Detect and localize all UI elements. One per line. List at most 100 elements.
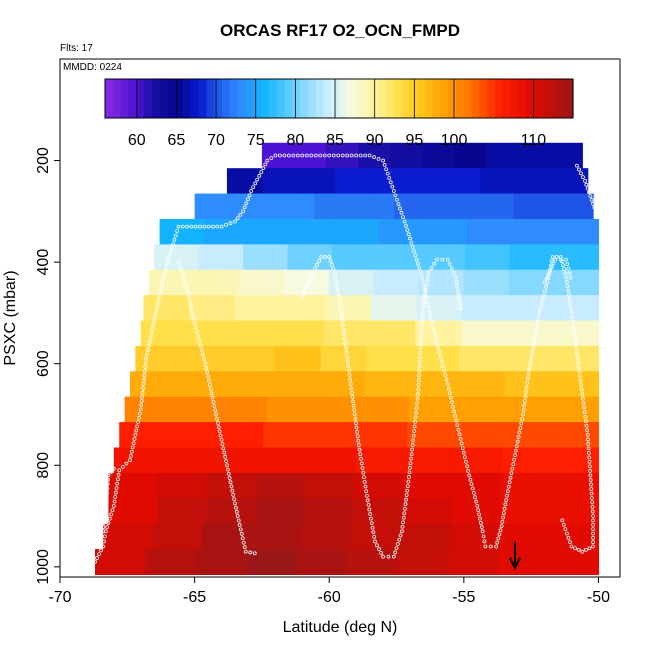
track-point (97, 552, 101, 557)
track-point (153, 314, 158, 319)
colorbar-swatch (565, 79, 574, 118)
track-point (569, 544, 574, 549)
heatmap-cell (548, 549, 600, 576)
heatmap-cell (279, 295, 327, 322)
track-point (406, 232, 411, 237)
track-point (111, 504, 116, 508)
track-point (575, 163, 579, 168)
track-point (406, 479, 411, 484)
track-point (511, 462, 516, 467)
track-point (347, 373, 352, 377)
track-point (512, 457, 517, 462)
heatmap-cell (296, 549, 348, 576)
track-point (447, 391, 452, 396)
track-point (140, 390, 145, 395)
track-point (137, 411, 142, 416)
track-point (363, 153, 368, 158)
track-point (162, 272, 167, 277)
track-point (351, 403, 356, 408)
track-point (501, 515, 505, 520)
track-point (418, 350, 423, 355)
track-point (588, 194, 593, 199)
track-point (105, 525, 110, 529)
colorbar (104, 78, 574, 119)
track-point (335, 283, 339, 288)
track-point (146, 348, 150, 353)
heatmap-cell (154, 244, 200, 271)
track-point (410, 443, 415, 447)
track-point (249, 189, 254, 193)
track-point (307, 277, 312, 281)
track-point (586, 450, 591, 455)
heatmap-cell (407, 168, 444, 195)
track-point (413, 419, 418, 424)
track-point (133, 432, 138, 437)
track-point (352, 408, 357, 413)
heatmap-cell (454, 142, 487, 169)
track-point (224, 459, 228, 463)
heatmap-cell (361, 396, 410, 423)
track-point (565, 262, 570, 267)
track-point (124, 461, 129, 466)
track-point (159, 284, 164, 289)
track-point (181, 277, 186, 281)
track-point (239, 531, 244, 536)
track-point (460, 446, 465, 450)
track-point (566, 293, 571, 298)
track-point (149, 331, 154, 336)
track-point (282, 153, 287, 158)
track-point (240, 536, 245, 541)
heatmap-cell (255, 498, 306, 525)
track-point (471, 490, 476, 495)
track-point (591, 531, 595, 536)
track-point (501, 511, 506, 516)
track-point (295, 153, 300, 158)
heatmap-cell (364, 371, 412, 398)
track-point (526, 371, 531, 376)
track-point (165, 260, 170, 265)
track-point (449, 395, 453, 400)
track-point (101, 529, 105, 534)
track-point (393, 550, 398, 555)
track-point (581, 175, 585, 179)
track-point (109, 512, 114, 517)
track-point (140, 394, 145, 399)
track-point (540, 297, 545, 302)
track-point (141, 382, 146, 386)
heatmap-cell (354, 193, 395, 220)
heatmap-cell (287, 244, 333, 271)
track-point (147, 339, 152, 344)
track-point (394, 546, 399, 551)
track-point (414, 406, 419, 410)
track-point (432, 261, 437, 266)
track-point (235, 216, 240, 221)
heatmap-cell (402, 472, 453, 499)
heatmap-cell (148, 269, 195, 296)
colorbar-swatch (417, 79, 426, 118)
heatmap-cell (397, 549, 449, 576)
track-point (550, 255, 555, 259)
track-point (435, 341, 439, 346)
heatmap-cell (552, 320, 600, 347)
track-point (343, 341, 348, 346)
colorbar-tick-label: 110 (521, 132, 547, 149)
heatmap-cell (552, 345, 600, 372)
track-point (418, 346, 423, 350)
track-point (531, 341, 536, 346)
track-point (175, 229, 180, 233)
track-point (580, 392, 585, 397)
track-point (101, 544, 105, 549)
track-point (590, 500, 595, 505)
track-point (442, 368, 447, 373)
track-point (586, 441, 591, 446)
track-point (580, 549, 585, 554)
track-point (377, 547, 381, 551)
track-point (139, 399, 144, 403)
colorbar-swatch (214, 79, 223, 118)
track-point (416, 378, 421, 383)
track-point (503, 502, 508, 507)
colorbar-swatch (175, 79, 184, 118)
track-point (180, 272, 185, 277)
heatmap-cell (323, 320, 371, 347)
heatmap-cell (314, 193, 355, 220)
